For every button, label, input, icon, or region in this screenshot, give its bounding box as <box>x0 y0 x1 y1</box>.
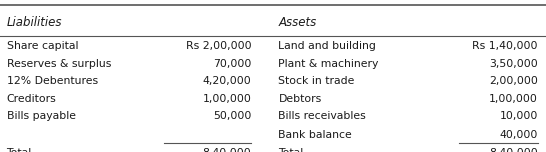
Text: 1,00,000: 1,00,000 <box>202 94 251 104</box>
Text: 40,000: 40,000 <box>500 130 538 140</box>
Text: Land and building: Land and building <box>278 41 376 51</box>
Text: Creditors: Creditors <box>7 94 56 104</box>
Text: 8,40,000: 8,40,000 <box>203 148 251 152</box>
Text: Rs 2,00,000: Rs 2,00,000 <box>186 41 251 51</box>
Text: Rs 1,40,000: Rs 1,40,000 <box>472 41 538 51</box>
Text: Debtors: Debtors <box>278 94 322 104</box>
Text: Stock in trade: Stock in trade <box>278 76 355 86</box>
Text: 4,20,000: 4,20,000 <box>203 76 251 86</box>
Text: Bank balance: Bank balance <box>278 130 352 140</box>
Text: Total: Total <box>7 148 32 152</box>
Text: 2,00,000: 2,00,000 <box>489 76 538 86</box>
Text: Assets: Assets <box>278 16 317 29</box>
Text: 8,40,000: 8,40,000 <box>489 148 538 152</box>
Text: Bills receivables: Bills receivables <box>278 111 366 121</box>
Text: Reserves & surplus: Reserves & surplus <box>7 59 111 69</box>
Text: 1,00,000: 1,00,000 <box>489 94 538 104</box>
Text: Liabilities: Liabilities <box>7 16 62 29</box>
Text: Bills payable: Bills payable <box>7 111 75 121</box>
Text: 70,000: 70,000 <box>213 59 251 69</box>
Text: Plant & machinery: Plant & machinery <box>278 59 379 69</box>
Text: Share capital: Share capital <box>7 41 78 51</box>
Text: 50,000: 50,000 <box>213 111 251 121</box>
Text: Total: Total <box>278 148 304 152</box>
Text: 12% Debentures: 12% Debentures <box>7 76 98 86</box>
Text: 3,50,000: 3,50,000 <box>489 59 538 69</box>
Text: 10,000: 10,000 <box>500 111 538 121</box>
